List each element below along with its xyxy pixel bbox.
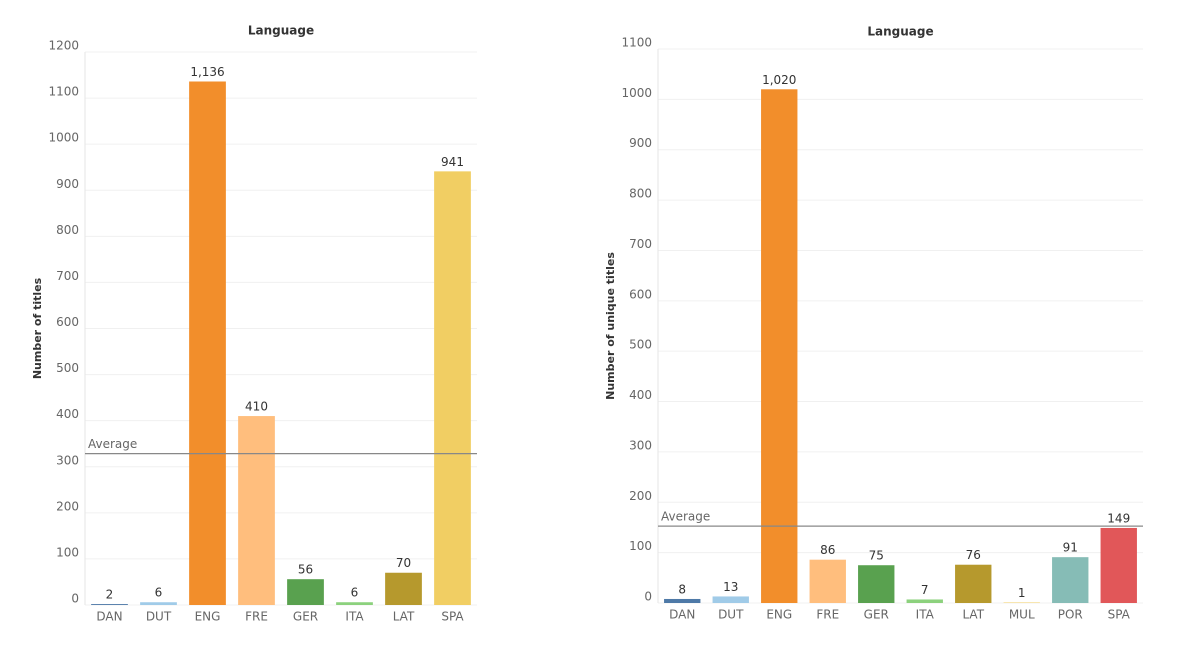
data-label: 76: [966, 548, 981, 562]
x-tick-label: LAT: [393, 610, 415, 624]
y-tick-label: 400: [629, 388, 652, 402]
y-tick-label: 400: [56, 407, 79, 421]
chart-title: Language: [867, 25, 933, 39]
data-label: 941: [441, 155, 464, 169]
y-tick-label: 800: [629, 187, 652, 201]
y-tick-label: 200: [629, 489, 652, 503]
x-tick-label: SPA: [441, 610, 464, 624]
data-label: 13: [723, 580, 738, 594]
y-axis-title: Number of unique titles: [604, 252, 617, 400]
x-tick-label: DAN: [669, 608, 695, 622]
x-tick-label: POR: [1058, 608, 1083, 622]
bar: [1100, 527, 1137, 603]
bar: [336, 602, 373, 605]
bar: [189, 81, 226, 605]
bar: [140, 602, 177, 605]
bar: [906, 599, 943, 603]
x-tick-label: LAT: [962, 608, 984, 622]
y-tick-label: 600: [629, 287, 652, 301]
y-tick-label: 300: [56, 453, 79, 467]
x-tick-label: GER: [293, 610, 318, 624]
bar: [712, 596, 749, 603]
y-tick-label: 700: [56, 269, 79, 283]
bar: [385, 572, 422, 605]
y-tick-label: 100: [56, 545, 79, 559]
y-tick-label: 0: [644, 590, 652, 604]
y-tick-label: 1100: [621, 36, 652, 50]
y-tick-label: 500: [629, 338, 652, 352]
bar: [809, 559, 846, 603]
data-label: 1,020: [762, 73, 796, 87]
data-label: 410: [245, 400, 268, 414]
y-tick-label: 100: [629, 539, 652, 553]
data-label: 56: [298, 563, 313, 577]
x-tick-label: DUT: [718, 608, 744, 622]
bar: [287, 579, 324, 605]
x-tick-label: ITA: [916, 608, 935, 622]
y-tick-label: 1000: [621, 86, 652, 100]
y-tick-label: 300: [629, 438, 652, 452]
x-tick-label: ITA: [345, 610, 364, 624]
x-tick-label: ENG: [195, 610, 221, 624]
bar: [858, 565, 895, 603]
y-tick-label: 200: [56, 499, 79, 513]
data-label: 75: [869, 549, 884, 563]
bar: [664, 598, 701, 603]
bar: [434, 171, 471, 605]
y-tick-label: 1100: [48, 85, 79, 99]
data-label: 149: [1107, 511, 1130, 525]
x-tick-label: GER: [864, 608, 889, 622]
y-tick-label: 1200: [48, 39, 79, 53]
y-tick-label: 600: [56, 315, 79, 329]
x-tick-label: DUT: [146, 610, 172, 624]
data-label: 8: [678, 582, 686, 596]
x-tick-label: SPA: [1108, 608, 1131, 622]
bar: [238, 416, 275, 605]
x-tick-label: DAN: [96, 610, 122, 624]
x-tick-label: MUL: [1009, 608, 1035, 622]
data-label: 70: [396, 556, 411, 570]
bar: [1052, 557, 1089, 603]
bar: [955, 564, 992, 603]
y-tick-label: 900: [56, 177, 79, 191]
data-label: 91: [1063, 541, 1078, 555]
data-label: 7: [921, 583, 929, 597]
y-axis-title: Number of titles: [31, 277, 44, 379]
x-tick-label: ENG: [766, 608, 792, 622]
y-tick-label: 1000: [48, 131, 79, 145]
average-label: Average: [661, 510, 710, 524]
bar: [1003, 602, 1040, 603]
average-label: Average: [88, 437, 137, 451]
x-tick-label: FRE: [245, 610, 268, 624]
y-tick-label: 0: [71, 592, 79, 606]
data-label: 6: [155, 586, 163, 600]
y-tick-label: 700: [629, 237, 652, 251]
x-tick-label: FRE: [816, 608, 839, 622]
data-label: 1,136: [190, 65, 224, 79]
chart-title: Language: [248, 24, 314, 38]
data-label: 1: [1018, 586, 1026, 600]
data-label: 86: [820, 543, 835, 557]
data-label: 2: [106, 588, 114, 602]
y-tick-label: 500: [56, 361, 79, 375]
y-tick-label: 800: [56, 223, 79, 237]
data-label: 6: [351, 586, 359, 600]
y-tick-label: 900: [629, 136, 652, 150]
bar: [761, 89, 798, 604]
bar: [91, 604, 128, 605]
